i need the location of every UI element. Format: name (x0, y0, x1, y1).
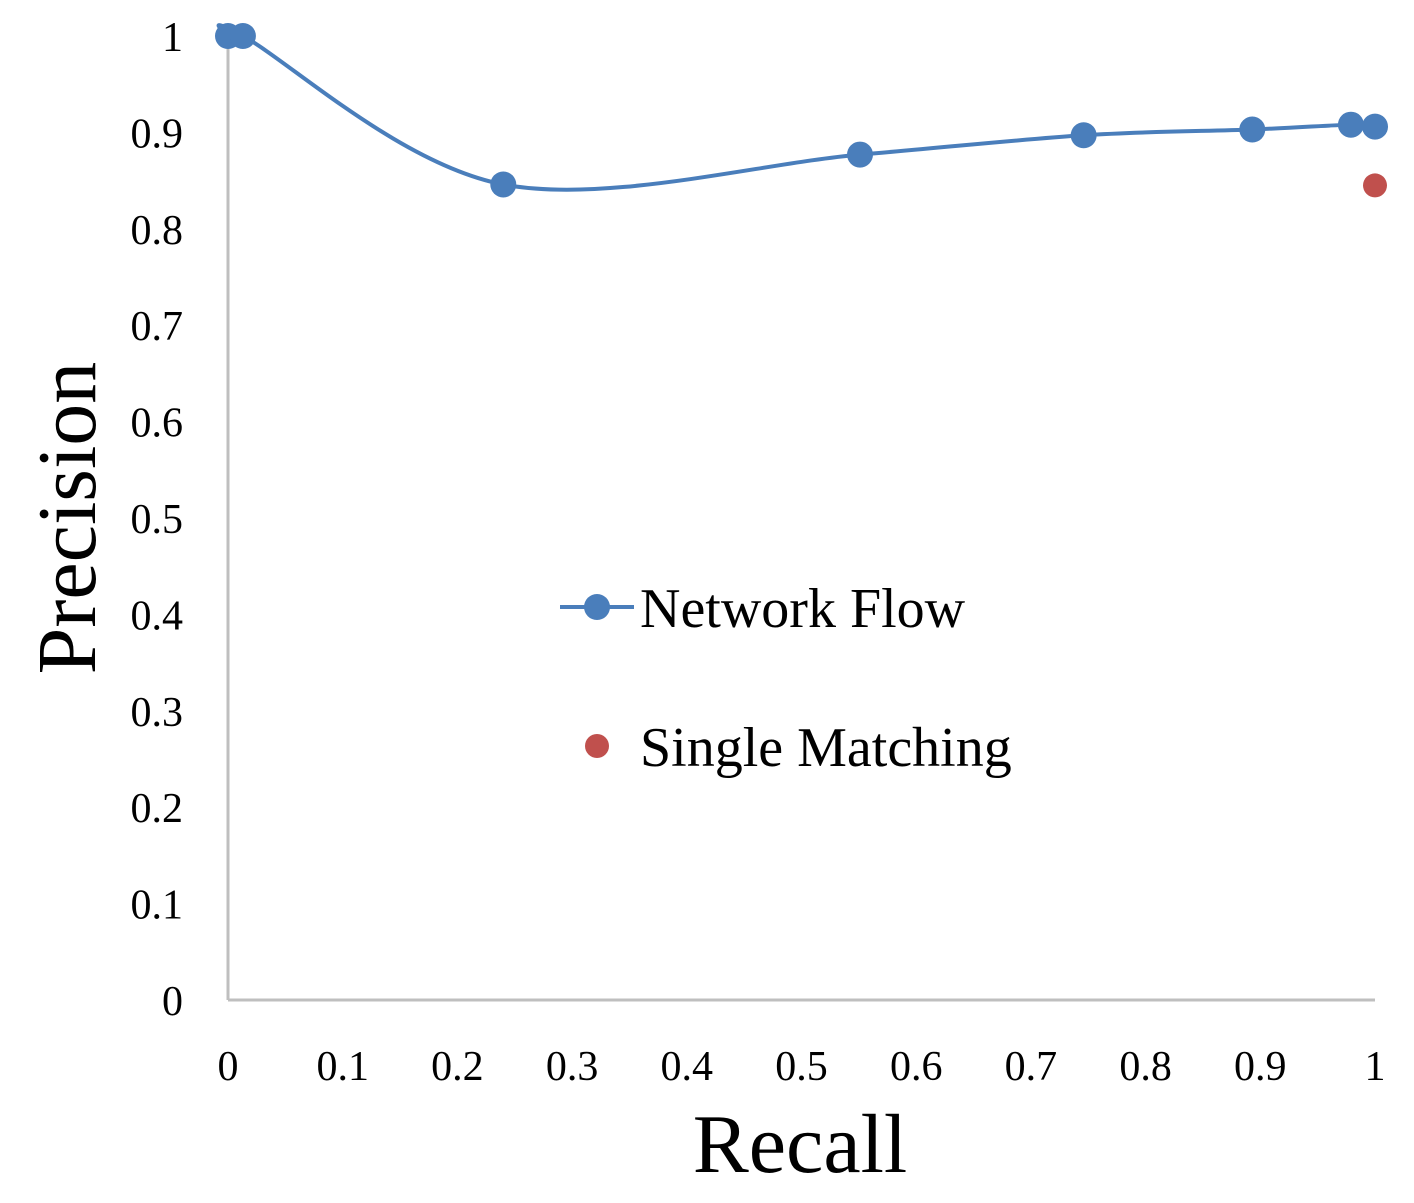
x-tick-label: 0.6 (890, 1044, 943, 1090)
y-tick-labels: 0 0.1 0.2 0.3 0.4 0.5 0.6 0.7 0.8 0.9 1 (131, 15, 184, 1025)
y-tick-label: 0.6 (131, 401, 184, 447)
x-tick-label: 0.3 (546, 1044, 599, 1090)
y-tick-label: 0.5 (131, 497, 184, 543)
legend-label-single-matching: Single Matching (640, 717, 1012, 779)
legend-marker-network-flow (584, 594, 610, 620)
legend-marker-single-matching (585, 734, 609, 758)
x-tick-label: 0.7 (1005, 1044, 1058, 1090)
x-tick-label: 0.1 (316, 1044, 369, 1090)
y-tick-label: 0 (162, 979, 183, 1025)
x-axis-title: Recall (693, 1098, 908, 1191)
data-point-network-flow (1337, 111, 1364, 138)
data-point-network-flow (1362, 113, 1388, 140)
series-layer (215, 23, 1388, 198)
data-point-network-flow (846, 141, 873, 168)
x-tick-label: 1 (1365, 1044, 1386, 1090)
y-tick-label: 0.7 (131, 304, 184, 350)
data-point-network-flow (229, 23, 256, 49)
legend: Network Flow Single Matching (560, 578, 1012, 779)
x-tick-label: 0 (218, 1044, 239, 1090)
data-point-single-matching (1363, 173, 1387, 198)
x-tick-label: 0.8 (1119, 1044, 1172, 1090)
y-tick-label: 0.8 (131, 208, 184, 254)
data-point-network-flow (1070, 122, 1097, 149)
y-axis-title: Precision (21, 362, 114, 675)
y-tick-label: 0.1 (131, 883, 184, 929)
y-tick-label: 0.9 (131, 111, 184, 157)
legend-label-network-flow: Network Flow (640, 578, 966, 640)
x-tick-label: 0.9 (1234, 1044, 1287, 1090)
data-point-network-flow (490, 171, 517, 198)
y-tick-label: 0.3 (131, 690, 184, 736)
x-tick-labels: 0 0.1 0.2 0.3 0.4 0.5 0.6 0.7 0.8 0.9 1 (218, 1044, 1386, 1090)
y-tick-label: 0.4 (131, 593, 184, 639)
axes (226, 36, 1375, 1002)
series-line-network-flow (216, 23, 1376, 192)
x-tick-label: 0.4 (661, 1044, 714, 1090)
x-tick-label: 0.2 (431, 1044, 484, 1090)
data-point-network-flow (1239, 116, 1266, 143)
y-tick-label: 0.2 (131, 786, 184, 832)
y-tick-label: 1 (162, 15, 183, 61)
x-tick-label: 0.5 (775, 1044, 828, 1090)
